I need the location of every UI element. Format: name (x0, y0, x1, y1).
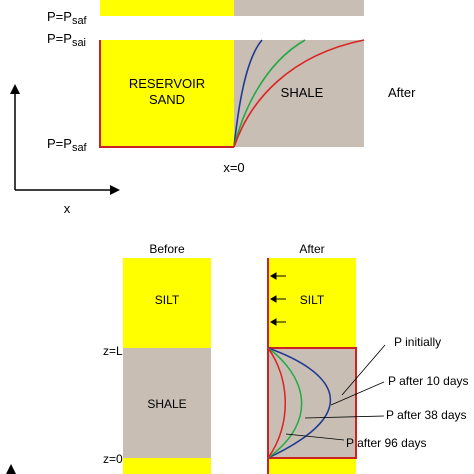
leader-p-96 (285, 433, 345, 441)
before-silt-upper (123, 258, 211, 348)
after-label-top: After (388, 85, 416, 100)
reservoir-sand-block (100, 40, 234, 147)
curve-p-after-96-days (267, 347, 286, 459)
before-title: Before (149, 242, 185, 256)
label-p-saf-top: P=Psaf (47, 9, 88, 27)
leader-p-38 (304, 415, 385, 419)
before-silt-lower (123, 458, 211, 474)
legend-p-after-38-days: P after 38 days (386, 408, 467, 422)
label-p-saf-bottom: P=Psaf (47, 136, 88, 154)
after-silt-upper (268, 258, 356, 348)
legend-p-initially: P initially (394, 335, 441, 349)
curve-p-late-top (233, 39, 365, 148)
axis-vertical-arrowhead-icon (10, 84, 20, 94)
leader-p-10 (330, 381, 385, 406)
x0-label: x=0 (223, 160, 244, 175)
top-strip-shale (234, 0, 364, 16)
flow-arrow-icon (270, 318, 277, 326)
label-z-0: z=0 (103, 452, 123, 466)
leader-p-initially (341, 344, 386, 396)
axis-horizontal-arrowhead-icon (110, 185, 120, 195)
after-shale (268, 348, 356, 458)
reservoir-label-line2: SAND (149, 92, 185, 107)
after-silt-lower (268, 458, 356, 474)
after-title: After (299, 242, 324, 256)
label-z-l: z=L (103, 344, 123, 358)
before-silt-label: SILT (155, 293, 180, 307)
flow-arrows (270, 272, 286, 326)
reservoir-label-line1: RESERVOIR (129, 76, 205, 91)
axis-x-label: x (64, 201, 71, 216)
reservoir-boundary-line (99, 40, 234, 148)
curve-p-mid-top (233, 39, 306, 148)
legend-p-after-96-days: P after 96 days (346, 436, 427, 450)
top-strip-sand (100, 0, 234, 16)
flow-arrow-icon (270, 295, 277, 303)
before-shale (123, 348, 211, 458)
label-p-sai: P=Psai (47, 31, 86, 49)
flow-arrow-icon (270, 272, 277, 280)
curve-p-initially (267, 347, 332, 459)
before-shale-label: SHALE (147, 397, 186, 411)
axis-z-arrowhead-icon (6, 464, 16, 474)
curve-p-initially-top (233, 39, 263, 148)
curve-p-after-10-days (267, 347, 303, 459)
shale-label: SHALE (281, 85, 324, 100)
legend-p-after-10-days: P after 10 days (388, 374, 469, 388)
after-shale-boundary (267, 347, 357, 459)
after-silt-label: SILT (300, 293, 325, 307)
